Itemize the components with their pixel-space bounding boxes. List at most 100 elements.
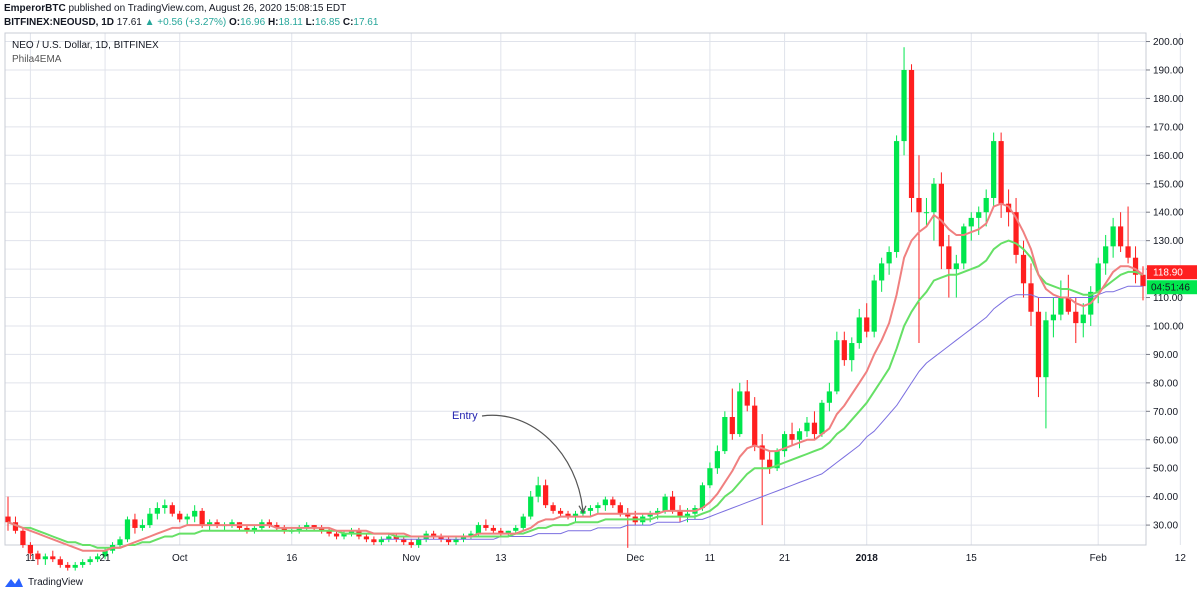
candle-body [811,422,818,435]
y-tick-label: 160.00 [1153,151,1184,162]
candle-body [722,417,728,452]
candle-body [1043,320,1049,378]
candle [707,462,713,489]
plot-frame [4,32,1147,546]
candle-body [819,402,825,435]
candle-body [849,343,855,361]
candle-body [864,317,870,332]
candle [236,522,243,531]
candle [445,536,452,545]
candle-body [177,513,183,520]
candle-body [647,513,653,517]
header-line-2: BITFINEX:NEOUSD, 1D 17.61 ▲ +0.56 (+3.27… [4,16,378,30]
candle-body [610,499,616,506]
candle-body [714,451,720,469]
y-tick-label: 100.00 [1153,321,1184,332]
candle-body [565,513,571,517]
candle [595,502,601,514]
candle [281,525,287,534]
candle-body [445,539,452,543]
y-tick-label: 110.00 [1153,293,1183,304]
candle [908,64,915,213]
candle [378,536,384,545]
candle-body [490,527,496,531]
candle-body [781,434,788,452]
candle [767,451,773,474]
candle-body [789,434,795,440]
price-change: ▲ +0.56 (+3.27%) [144,17,227,28]
candle-body [983,197,989,213]
annotation-layer: Entry [452,410,587,515]
low-value: 16.85 [315,17,341,28]
candle-body [102,550,108,557]
candle-body [528,496,534,517]
candle [117,536,123,548]
candle [1117,212,1124,253]
candle-body [341,533,347,537]
candle-body [1073,311,1079,324]
candle [893,135,900,258]
candle-body [184,516,190,520]
header-line-1: EmperorBTC published on TradingView.com,… [4,2,378,16]
y-tick-label: 60.00 [1153,435,1178,446]
candle [796,428,803,449]
footer-brand[interactable]: TradingView [28,576,84,588]
candle [647,510,653,523]
candle [610,496,616,509]
candle [826,382,832,412]
candle-body [348,530,355,534]
candle-body [65,564,71,568]
candle-body [1080,314,1086,324]
candle [401,536,407,545]
candle-body [946,246,952,270]
price-axis[interactable]: 30.00 40.00 50.00 60.00 70.00 80.00 90.00 100.0… [1146,37,1197,532]
candle-body [94,556,101,560]
candle [849,337,855,372]
candle [132,513,138,534]
candle-body [371,539,377,543]
candle-body [87,559,93,563]
candle [348,527,355,537]
x-tick-label: Feb [1090,553,1108,564]
candle [57,556,63,568]
candle-body [931,183,937,213]
candle-body [169,505,175,514]
candle [864,303,870,338]
candle [1043,311,1049,429]
candle [602,496,608,511]
candle [27,542,34,560]
candle [416,536,422,548]
candle [162,499,168,514]
high-label: H: [267,17,279,28]
x-tick-label: Nov [402,553,420,564]
candle [154,502,160,520]
y-tick-label: 40.00 [1153,492,1178,503]
candle [1050,297,1057,338]
candle [1125,206,1131,264]
candle-body [595,505,601,509]
candle-body [908,69,915,198]
candle [804,417,810,437]
candle [991,132,997,207]
candle [557,508,564,517]
candle [20,527,26,548]
candle-body [916,197,922,213]
candle-body [998,141,1004,204]
legend-title: NEO / U.S. Dollar, 1D, BITFINEX [12,40,159,51]
candle [326,527,332,537]
candle-body [27,545,34,554]
candle [565,510,571,520]
author-name[interactable]: EmperorBTC [4,3,66,14]
candle [834,331,840,395]
candle-body [535,485,541,497]
legend-indicator[interactable]: Phila4EMA [12,54,62,65]
time-axis[interactable]: 11 21 Oct 16 Nov 13 Dec 11 21 2018 15 Feb 12 [25,553,1186,564]
candle-body [587,508,594,511]
candle [371,536,377,545]
published-info: published on TradingView.com, August 26,… [68,3,347,14]
entry-annotation-label[interactable]: Entry [452,410,478,422]
candle-body [274,525,280,528]
candle [498,527,504,537]
candle [953,254,959,298]
